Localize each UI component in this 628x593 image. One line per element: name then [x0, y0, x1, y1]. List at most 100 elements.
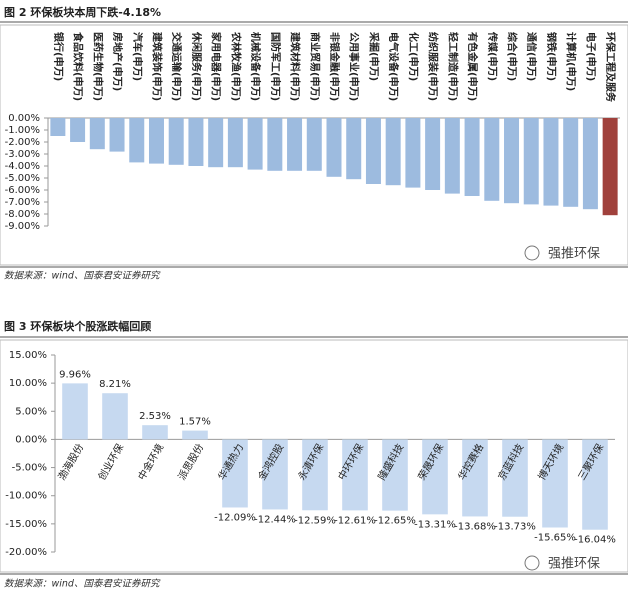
bar — [302, 439, 328, 511]
source-note: 数据来源：wind、国泰君安证券研究 — [4, 578, 161, 590]
x-tick-label: 交通运输(申万) — [170, 32, 183, 101]
x-tick-label: 钢铁(申万) — [545, 32, 558, 81]
x-tick-label: 中金环境 — [135, 441, 166, 482]
y-tick-label: -20.00% — [5, 547, 47, 558]
bar — [504, 118, 520, 204]
y-tick-label: -15.00% — [5, 519, 47, 530]
bar — [382, 439, 408, 511]
bar — [422, 439, 448, 515]
bar — [222, 439, 248, 508]
bar — [602, 118, 618, 216]
x-tick-label: 化工(申万) — [407, 32, 420, 81]
bar — [62, 383, 88, 440]
x-tick-label: 创业环保 — [95, 441, 126, 482]
bar — [543, 118, 559, 206]
y-tick-label: 0.00% — [8, 113, 40, 124]
x-tick-label: 休闲服务(申万) — [190, 31, 203, 101]
y-tick-label: -6.00% — [5, 185, 40, 196]
watermark-icon — [524, 555, 540, 571]
watermark-icon — [524, 245, 540, 261]
y-tick-label: -8.00% — [5, 209, 40, 220]
bar — [484, 118, 500, 201]
value-label: -16.04% — [574, 535, 616, 546]
bar — [188, 118, 204, 166]
bar — [502, 439, 528, 517]
source-note: 数据来源：wind、国泰君安证券研究 — [4, 270, 161, 282]
x-tick-label: 采掘(申万) — [367, 31, 380, 81]
x-tick-label: 银行(申万) — [52, 32, 65, 81]
y-tick-label: -9.00% — [5, 221, 40, 232]
value-label: -12.65% — [374, 516, 416, 527]
bar — [89, 118, 105, 150]
y-tick-label: -2.00% — [5, 137, 40, 148]
bar — [247, 118, 263, 170]
x-tick-label: 环保工程及服务 — [604, 32, 617, 103]
value-label: -12.09% — [214, 512, 256, 523]
figure-caption: 图 3 环保板块个股涨跌幅回顾 — [4, 319, 151, 333]
bar — [142, 425, 168, 440]
chart-frame — [0, 339, 628, 573]
value-label: 9.96% — [59, 369, 91, 380]
bar — [182, 430, 208, 440]
bar — [425, 118, 441, 190]
bar — [50, 118, 66, 136]
x-tick-label: 食品饮料(申万) — [72, 31, 85, 101]
value-label: 2.53% — [139, 411, 171, 422]
value-label: -12.59% — [294, 515, 336, 526]
value-label: -13.31% — [414, 519, 456, 530]
y-tick-label: -5.00% — [5, 173, 40, 184]
bar — [326, 118, 342, 177]
x-tick-label: 建筑装饰(申万) — [150, 31, 163, 101]
bar — [168, 118, 184, 165]
x-tick-label: 传媒(申万) — [486, 31, 499, 81]
bar — [582, 439, 608, 530]
bar — [109, 118, 125, 152]
x-tick-label: 商业贸易(申万) — [308, 32, 321, 101]
bar — [227, 118, 243, 168]
bar — [385, 118, 401, 186]
bar — [365, 118, 381, 184]
value-label: -13.73% — [494, 522, 536, 533]
y-tick-label: -7.00% — [5, 197, 40, 208]
bar — [342, 439, 368, 511]
watermark: 强推环保 — [548, 557, 600, 572]
bar — [129, 118, 145, 163]
bar — [405, 118, 421, 188]
bar — [306, 118, 322, 171]
bar — [346, 118, 362, 180]
bar — [523, 118, 539, 205]
x-tick-label: 通信(申万) — [525, 32, 538, 81]
x-tick-label: 农林牧渔(申万) — [229, 31, 242, 101]
bar — [542, 439, 568, 528]
bar — [582, 118, 598, 210]
y-tick-label: 5.00% — [15, 406, 47, 417]
x-tick-label: 公用事业(申万) — [348, 32, 361, 101]
x-tick-label: 非银金融(申万) — [328, 32, 341, 101]
y-tick-label: 0.00% — [15, 434, 47, 445]
y-tick-label: -5.00% — [12, 463, 47, 474]
bar — [208, 118, 224, 168]
x-tick-label: 计算机(申万) — [565, 32, 578, 91]
bar — [287, 118, 303, 171]
value-label: -15.65% — [534, 533, 576, 544]
y-tick-label: 10.00% — [9, 378, 47, 389]
value-label: 1.57% — [179, 417, 211, 428]
x-tick-label: 医药生物(申万) — [91, 32, 104, 101]
y-tick-label: -10.00% — [5, 491, 47, 502]
x-tick-label: 纺织服装(申万) — [427, 32, 440, 101]
x-tick-label: 轻工制造(申万) — [446, 32, 459, 101]
value-label: -12.44% — [254, 514, 296, 525]
y-tick-label: 15.00% — [9, 350, 47, 361]
figure-caption: 图 2 环保板块本周下跌-4.18% — [4, 5, 161, 19]
y-tick-label: -4.00% — [5, 161, 40, 172]
bar — [102, 393, 128, 440]
x-tick-label: 派思股份 — [176, 442, 206, 483]
bar — [70, 118, 86, 142]
x-tick-label: 综合(申万) — [506, 32, 519, 81]
x-tick-label: 汽车(申万) — [131, 32, 144, 81]
x-tick-label: 国防军工(申万) — [269, 32, 282, 101]
x-tick-label: 电气设备(申万) — [387, 32, 400, 101]
watermark: 强推环保 — [548, 247, 600, 262]
